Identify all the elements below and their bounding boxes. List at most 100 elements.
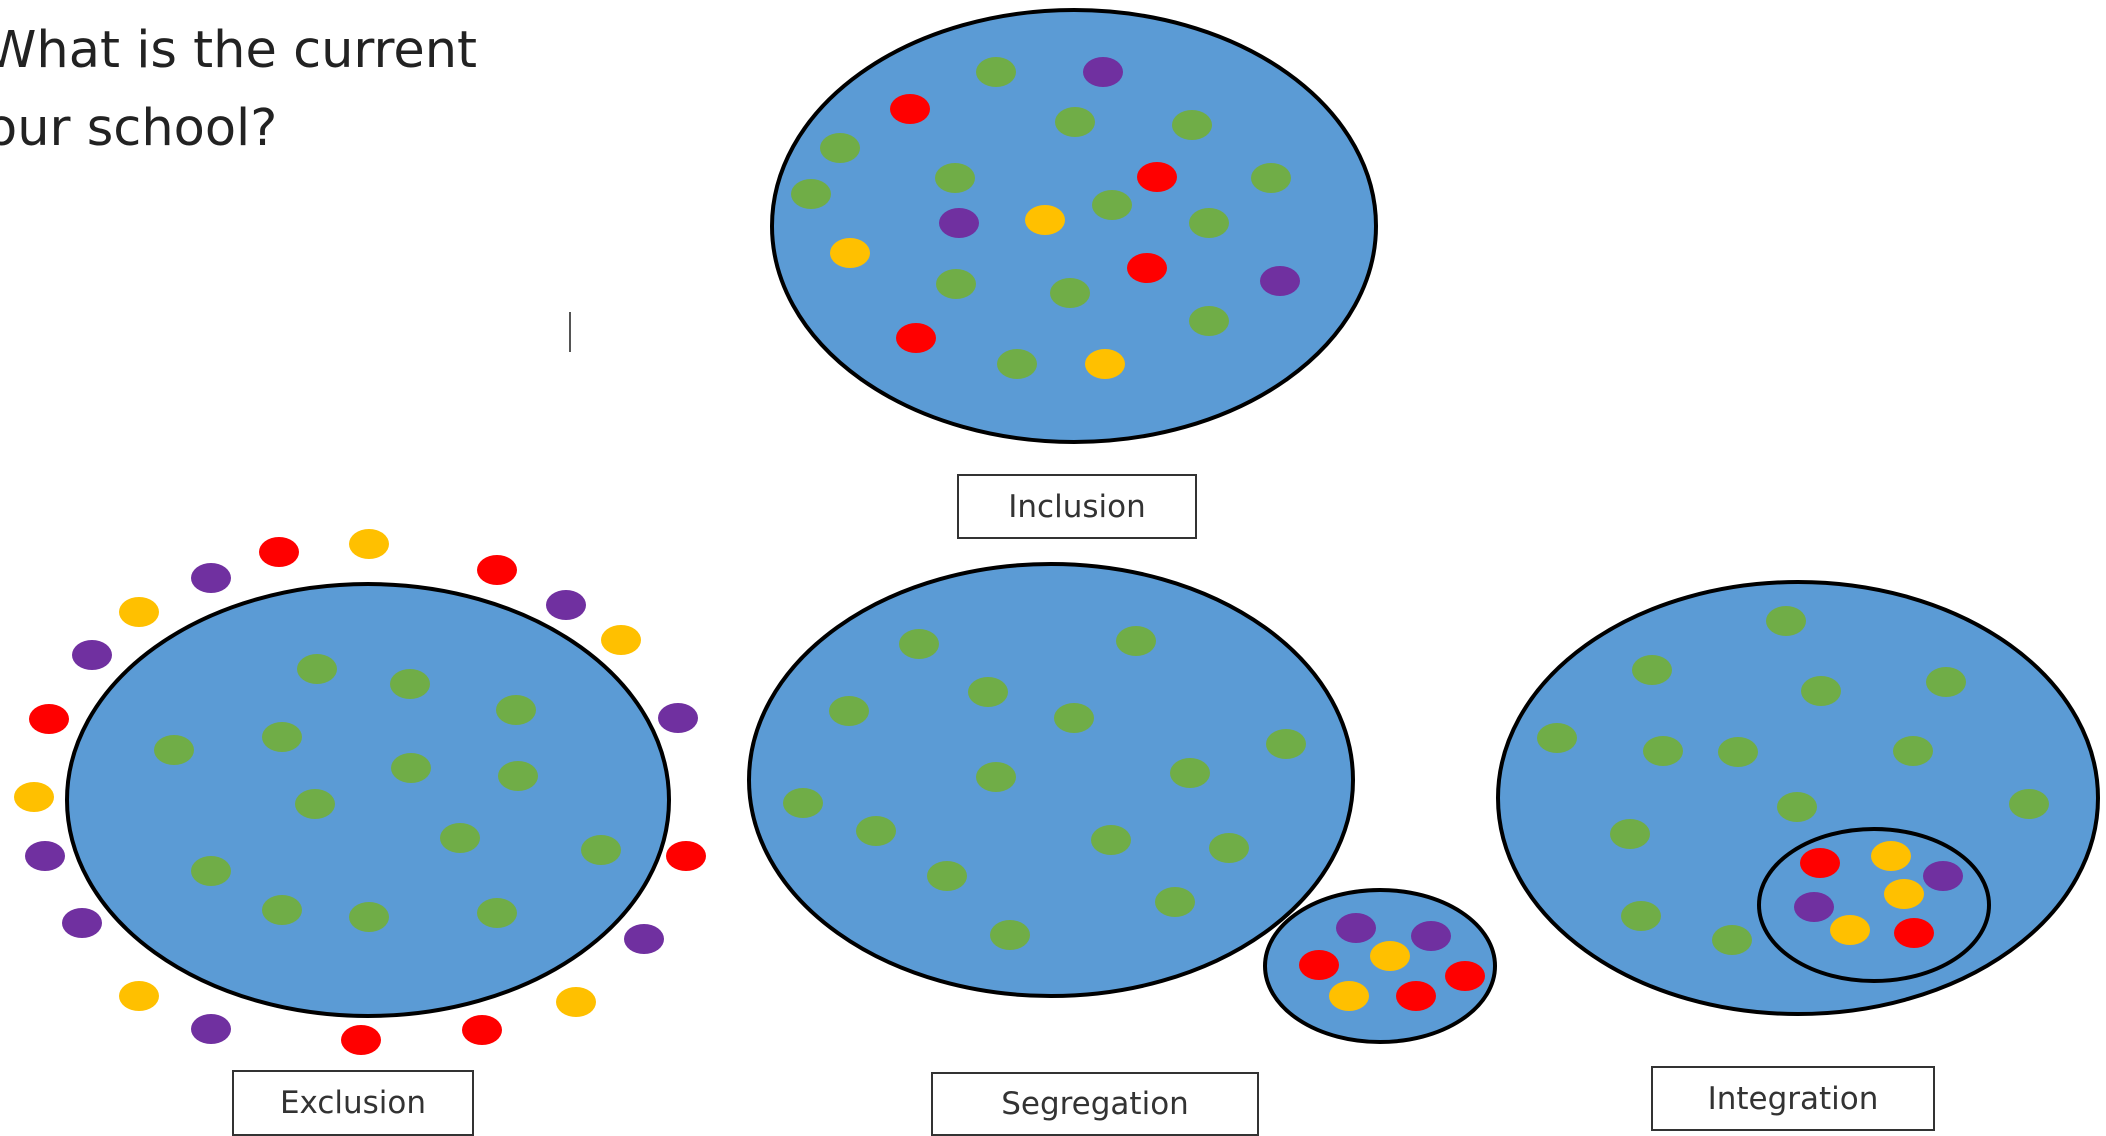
green-dot xyxy=(262,722,302,752)
green-dot xyxy=(391,753,431,783)
red-dot xyxy=(1396,981,1436,1011)
green-dot xyxy=(191,856,231,886)
green-dot xyxy=(1926,667,1966,697)
question-line-2: our school? xyxy=(0,99,278,158)
red-dot xyxy=(666,841,706,871)
red-dot xyxy=(341,1025,381,1055)
purple-dot xyxy=(1336,913,1376,943)
red-dot xyxy=(1299,950,1339,980)
green-dot xyxy=(2009,789,2049,819)
green-dot xyxy=(976,57,1016,87)
inclusion-circle xyxy=(770,8,1378,444)
red-dot xyxy=(462,1015,502,1045)
green-dot xyxy=(935,163,975,193)
purple-dot xyxy=(1794,892,1834,922)
purple-dot xyxy=(1083,57,1123,87)
purple-dot xyxy=(624,924,664,954)
green-dot xyxy=(262,895,302,925)
green-dot xyxy=(1189,208,1229,238)
yellow-dot xyxy=(1370,941,1410,971)
yellow-dot xyxy=(1884,879,1924,909)
green-dot xyxy=(899,629,939,659)
yellow-dot xyxy=(830,238,870,268)
green-dot xyxy=(968,677,1008,707)
yellow-dot xyxy=(1830,915,1870,945)
purple-dot xyxy=(191,1014,231,1044)
green-dot xyxy=(1266,729,1306,759)
green-dot xyxy=(783,788,823,818)
question-line-1: What is the current xyxy=(0,21,478,80)
green-dot xyxy=(927,861,967,891)
yellow-dot xyxy=(119,981,159,1011)
purple-dot xyxy=(1411,921,1451,951)
green-dot xyxy=(1116,626,1156,656)
green-dot xyxy=(1537,723,1577,753)
red-dot xyxy=(896,323,936,353)
integration-label: Integration xyxy=(1651,1066,1935,1131)
green-dot xyxy=(1054,703,1094,733)
green-dot xyxy=(1055,107,1095,137)
green-dot xyxy=(1632,655,1672,685)
green-dot xyxy=(1777,792,1817,822)
purple-dot xyxy=(1923,861,1963,891)
red-dot xyxy=(477,555,517,585)
purple-dot xyxy=(191,563,231,593)
green-dot xyxy=(349,902,389,932)
green-dot xyxy=(1718,737,1758,767)
yellow-dot xyxy=(1329,981,1369,1011)
yellow-dot xyxy=(1871,841,1911,871)
inclusion-panel xyxy=(770,8,1378,444)
segregation-label-text: Segregation xyxy=(1001,1086,1189,1122)
green-dot xyxy=(496,695,536,725)
green-dot xyxy=(440,823,480,853)
yellow-dot xyxy=(14,782,54,812)
purple-dot xyxy=(72,640,112,670)
green-dot xyxy=(1801,676,1841,706)
yellow-dot xyxy=(1085,349,1125,379)
red-dot xyxy=(29,704,69,734)
green-dot xyxy=(1189,306,1229,336)
green-dot xyxy=(1155,887,1195,917)
exclusion-panel xyxy=(14,529,706,1055)
green-dot xyxy=(1170,758,1210,788)
question-text: What is the current our school? xyxy=(0,12,477,168)
purple-dot xyxy=(62,908,102,938)
green-dot xyxy=(1251,163,1291,193)
green-dot xyxy=(791,179,831,209)
red-dot xyxy=(890,94,930,124)
green-dot xyxy=(1092,190,1132,220)
green-dot xyxy=(829,696,869,726)
green-dot xyxy=(1209,833,1249,863)
green-dot xyxy=(390,669,430,699)
green-dot xyxy=(477,898,517,928)
green-dot xyxy=(997,349,1037,379)
green-dot xyxy=(1766,606,1806,636)
green-dot xyxy=(1050,278,1090,308)
text-cursor xyxy=(569,312,571,352)
yellow-dot xyxy=(119,597,159,627)
green-dot xyxy=(976,762,1016,792)
green-dot xyxy=(1893,736,1933,766)
exclusion-label-text: Exclusion xyxy=(279,1085,427,1121)
exclusion-circle xyxy=(65,582,671,1018)
red-dot xyxy=(1800,848,1840,878)
red-dot xyxy=(259,537,299,567)
purple-dot xyxy=(658,703,698,733)
yellow-dot xyxy=(349,529,389,559)
red-dot xyxy=(1894,918,1934,948)
green-dot xyxy=(1172,110,1212,140)
purple-dot xyxy=(546,590,586,620)
integration-panel xyxy=(1496,580,2100,1016)
green-dot xyxy=(297,654,337,684)
yellow-dot xyxy=(1025,205,1065,235)
green-dot xyxy=(295,789,335,819)
green-dot xyxy=(1712,925,1752,955)
green-dot xyxy=(1091,825,1131,855)
segregation-label: Segregation xyxy=(931,1072,1259,1136)
green-dot xyxy=(856,816,896,846)
green-dot xyxy=(936,269,976,299)
exclusion-label: Exclusion xyxy=(232,1070,474,1136)
segregation-main-circle xyxy=(747,562,1355,998)
green-dot xyxy=(1643,736,1683,766)
